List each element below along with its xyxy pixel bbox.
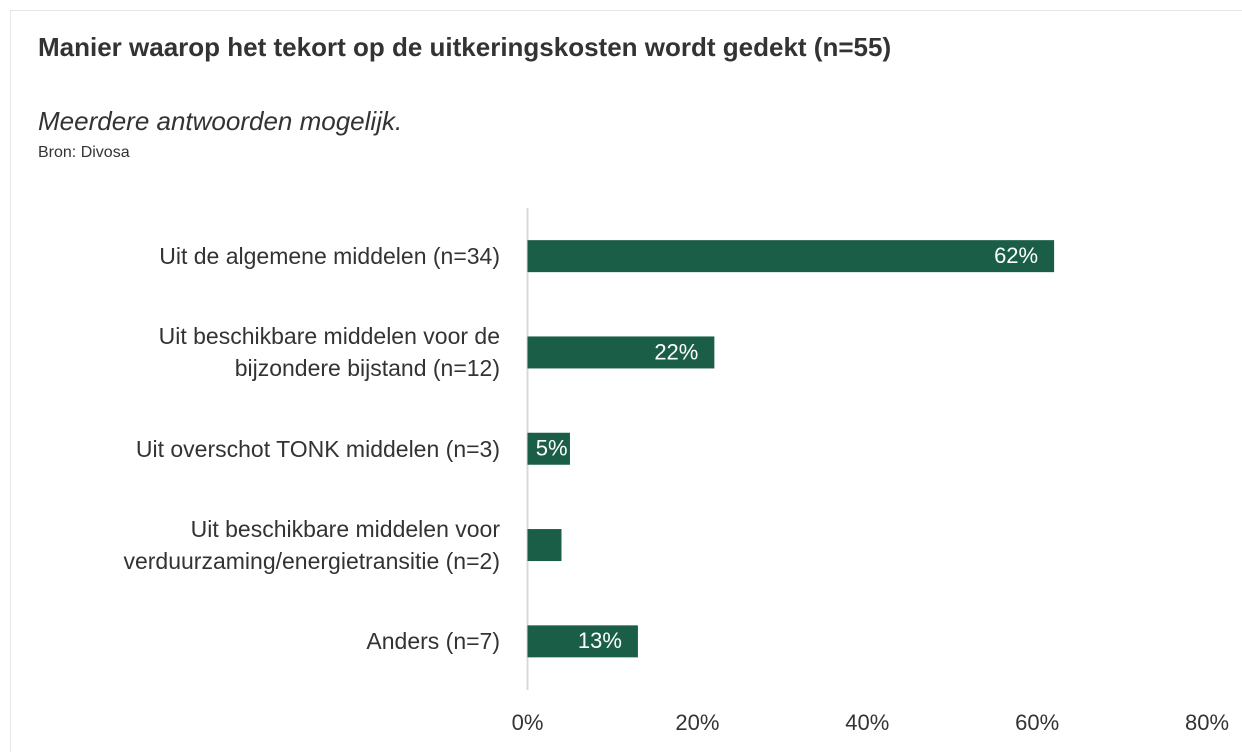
x-tick-label: 40% [845, 710, 889, 735]
chart-title: Manier waarop het tekort op de uitkering… [38, 32, 892, 62]
bar [527, 529, 562, 562]
bar [527, 432, 570, 465]
category-label: Uit overschot TONK middelen (n=3) [135, 435, 500, 462]
bar [527, 240, 1055, 273]
bar [527, 336, 715, 369]
category-label: Uit beschikbare middelen voor de bijzond… [158, 323, 500, 382]
category-label: Uit beschikbare middelen voor verduurzam… [123, 516, 500, 575]
x-tick-label: 60% [1015, 710, 1059, 735]
value-label: 62% [994, 243, 1038, 268]
value-label: 13% [578, 628, 622, 653]
x-tick-label: 0% [512, 710, 544, 735]
value-label: 22% [654, 339, 698, 364]
bar [527, 625, 638, 658]
value-label: 5% [536, 436, 568, 461]
card [10, 10, 1242, 752]
x-tick-label: 80% [1185, 710, 1229, 735]
chart-subtitle: Meerdere antwoorden mogelijk. [38, 106, 403, 136]
category-label: Anders (n=7) [366, 628, 500, 655]
category-label: Uit de algemene middelen (n=34) [159, 243, 500, 270]
chart-source: Bron: Divosa [38, 144, 130, 161]
x-tick-label: 20% [675, 710, 719, 735]
